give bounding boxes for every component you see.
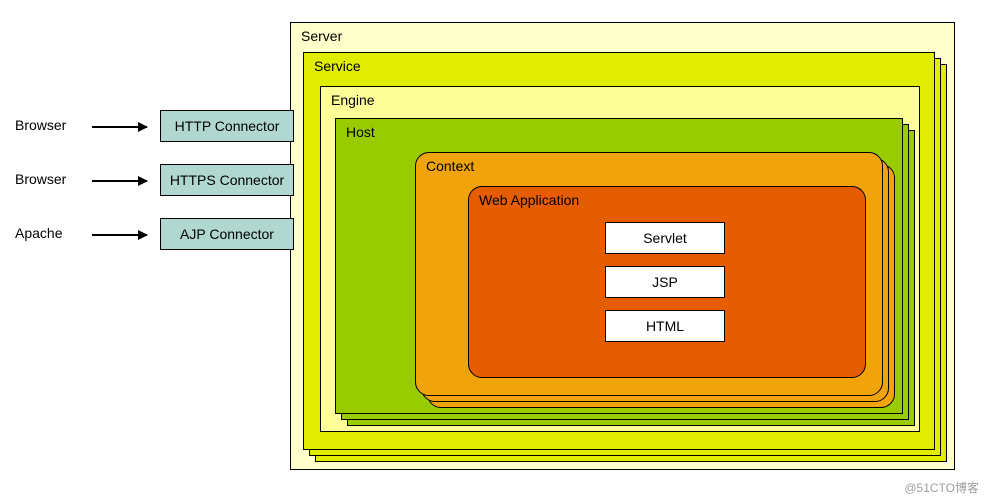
context-label: Context	[426, 158, 474, 174]
client-label: Browser	[15, 117, 66, 133]
server-label: Server	[301, 28, 342, 44]
https-connector-box: HTTPS Connector	[160, 164, 294, 196]
arrow-icon	[92, 234, 147, 236]
webapp-label: Web Application	[479, 192, 579, 208]
arrow-icon	[92, 126, 147, 128]
service-label: Service	[314, 58, 361, 74]
client-label: Apache	[15, 225, 62, 241]
client-label: Browser	[15, 171, 66, 187]
html-box: HTML	[605, 310, 725, 342]
servlet-box: Servlet	[605, 222, 725, 254]
host-label: Host	[346, 124, 375, 140]
watermark-text: @51CTO博客	[904, 479, 979, 496]
engine-label: Engine	[331, 92, 375, 108]
html-label: HTML	[646, 318, 684, 334]
ajp-connector-box: AJP Connector	[160, 218, 294, 250]
servlet-label: Servlet	[643, 230, 687, 246]
diagram-canvas: Server Service Engine Host Context Web A…	[0, 0, 987, 500]
http-connector-box: HTTP Connector	[160, 110, 294, 142]
jsp-label: JSP	[652, 274, 678, 290]
arrow-icon	[92, 180, 147, 182]
jsp-box: JSP	[605, 266, 725, 298]
